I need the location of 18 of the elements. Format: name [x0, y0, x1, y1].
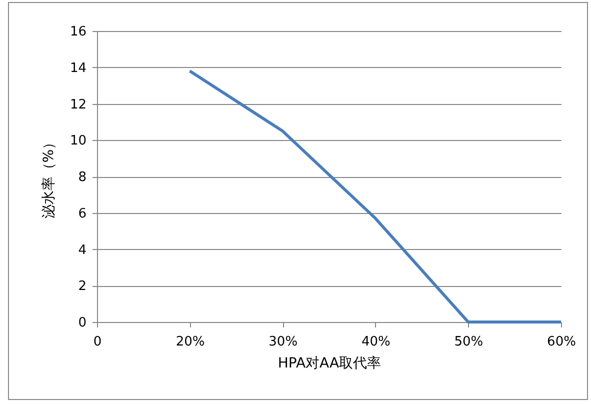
- x-tick-label: 60%: [547, 334, 576, 350]
- y-axis-title: 泌水率（%）: [40, 135, 57, 219]
- y-tick-label: 16: [70, 24, 86, 40]
- x-tick-label: 0: [93, 334, 102, 350]
- y-tick-label: 12: [70, 97, 86, 112]
- y-tick-label: 6: [78, 206, 86, 222]
- y-tick-label: 4: [78, 242, 86, 258]
- x-tick-label: 50%: [454, 334, 484, 350]
- x-tick-label: 30%: [268, 334, 298, 350]
- x-tick-label: 20%: [176, 334, 205, 350]
- line-series: [188, 70, 562, 324]
- y-tick-label: 10: [70, 134, 86, 149]
- x-tick-label: 40%: [361, 334, 390, 350]
- x-axis-title: HPA对AA取代率: [278, 356, 382, 372]
- y-tick-label: 2: [78, 279, 86, 294]
- y-tick-label: 8: [78, 170, 86, 185]
- y-tick-label: 0: [78, 316, 86, 330]
- y-tick-label: 14: [70, 60, 86, 76]
